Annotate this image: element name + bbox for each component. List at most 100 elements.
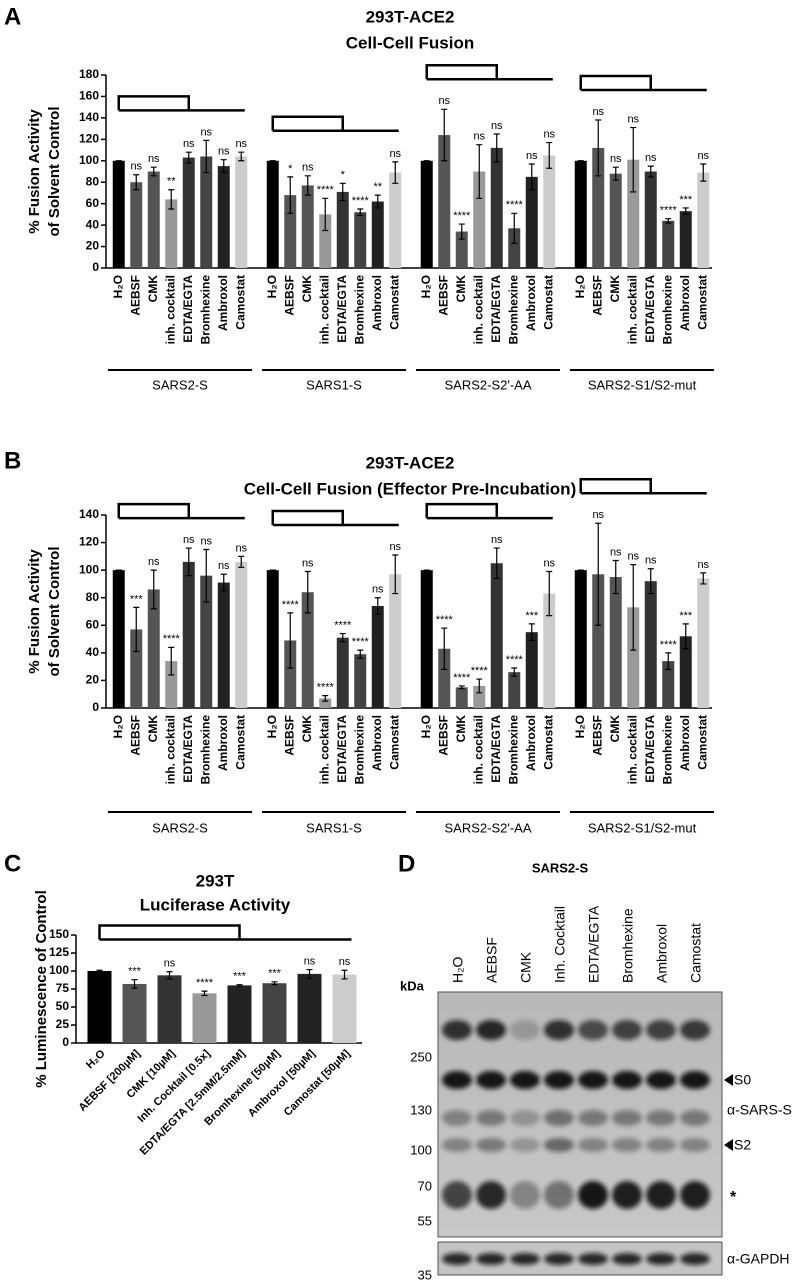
bar — [389, 574, 402, 708]
bar — [112, 570, 125, 708]
blot-band — [612, 1253, 642, 1265]
x-tick-label: Ambroxol — [678, 715, 692, 771]
significance-label: ns — [235, 542, 247, 554]
error-bar — [700, 163, 707, 182]
error-bar — [168, 189, 175, 210]
y-tick-label: 125 — [49, 945, 69, 959]
error-bar — [665, 652, 672, 670]
lane-label: CMK — [518, 951, 534, 983]
x-tick-label: CMK — [300, 715, 314, 743]
error-bar — [374, 597, 381, 615]
x-tick-label: inh. cocktail — [163, 275, 177, 344]
y-tick-label: 120 — [79, 535, 99, 549]
significance-label: * — [288, 163, 293, 175]
s0-arrow — [724, 1074, 733, 1086]
x-tick-label: inh. cocktail — [317, 715, 331, 784]
blot-band — [442, 1110, 472, 1126]
significance-label: ns — [339, 956, 351, 968]
chart-title: 293T-ACE2 — [366, 7, 455, 26]
panel-letter: A — [4, 3, 21, 30]
bar — [473, 685, 486, 708]
x-tick-label: H₂O — [265, 715, 279, 738]
bar — [592, 147, 605, 268]
significance-label: *** — [268, 968, 282, 980]
y-tick-label: 20 — [86, 673, 100, 687]
blot-band — [442, 1181, 472, 1209]
comparison-bracket — [117, 502, 245, 520]
mw-marker: 100 — [410, 1142, 432, 1157]
x-tick-label: AEBSF — [282, 715, 296, 756]
error-bar — [458, 685, 465, 690]
x-tick-label: Camostat — [541, 715, 555, 770]
blot-band — [544, 1253, 574, 1265]
blot-band — [680, 1138, 710, 1152]
error-bar — [546, 141, 553, 169]
lane-label: Bromhexine — [620, 908, 636, 983]
bar — [217, 166, 230, 268]
x-tick-label: H₂O — [265, 275, 279, 298]
significance-label: **** — [334, 619, 352, 631]
bar — [627, 607, 640, 708]
chart-subtitle: Cell-Cell Fusion — [346, 33, 474, 52]
significance-label: ns — [302, 557, 314, 569]
error-bar — [339, 182, 346, 202]
error-bar — [612, 166, 619, 181]
y-tick-label: 60 — [86, 617, 100, 631]
bar — [262, 983, 287, 1043]
significance-label: ns — [697, 559, 709, 571]
y-axis-label: of Solvent Control — [46, 107, 63, 237]
bar — [235, 156, 248, 268]
y-tick-label: 80 — [86, 174, 100, 188]
blot-band — [612, 1138, 642, 1152]
blot-band — [544, 1181, 574, 1209]
comparison-bracket — [98, 924, 352, 941]
error-bar — [493, 547, 500, 580]
loading-label: α-GAPDH — [727, 1251, 790, 1267]
x-tick-label: Camostat — [695, 275, 709, 330]
x-tick-label: H₂O — [111, 715, 125, 738]
blot-band — [510, 1071, 540, 1089]
mw-marker: 70 — [418, 1178, 432, 1193]
x-tick-label: Ambroxol — [216, 275, 230, 331]
significance-label: *** — [679, 610, 693, 622]
y-tick-label: 80 — [86, 590, 100, 604]
x-tick-label: EDTA/EGTA — [335, 715, 349, 783]
error-bar — [630, 126, 637, 193]
bar — [235, 561, 248, 708]
x-tick-label: Camostat — [233, 275, 247, 330]
blot-band — [578, 1110, 608, 1126]
blot-band — [476, 1253, 506, 1265]
significance-label: ns — [218, 146, 230, 158]
significance-label: ns — [235, 138, 247, 150]
x-tick-label: EDTA/EGTA — [643, 715, 657, 783]
x-tick-label: H₂O — [84, 1047, 108, 1071]
y-tick-label: 100 — [79, 153, 99, 167]
x-tick-label: EDTA/EGTA — [181, 275, 195, 343]
error-bar — [374, 194, 381, 209]
error-bar — [131, 979, 138, 989]
comparison-bracket — [425, 502, 553, 520]
chart-subtitle: Cell-Cell Fusion (Effector Pre-Incubatio… — [244, 479, 576, 498]
bar — [297, 973, 322, 1043]
lane-label: Camostat — [688, 923, 704, 983]
mw-marker: 250 — [410, 1049, 432, 1064]
significance-label: ns — [183, 534, 195, 546]
mw-marker: 35 — [418, 1267, 432, 1282]
x-tick-label: H₂O — [419, 715, 433, 738]
x-tick-label: CMK — [454, 275, 468, 303]
significance-label: **** — [660, 205, 678, 217]
error-bar — [441, 627, 448, 670]
bar — [200, 156, 213, 268]
error-bar — [339, 632, 346, 643]
significance-label: ns — [592, 106, 604, 118]
blot-band — [442, 1071, 472, 1089]
blot-band — [510, 1253, 540, 1265]
significance-label: ns — [389, 148, 401, 160]
blot-band — [510, 1181, 540, 1209]
significance-label: ns — [491, 120, 503, 132]
group-label: SARS1-S — [306, 377, 362, 392]
x-tick-label: Camostat [50µM] — [282, 1047, 353, 1118]
x-tick-label: EDTA/EGTA — [335, 275, 349, 343]
error-bar — [150, 166, 157, 177]
significance-label: ns — [200, 126, 212, 138]
